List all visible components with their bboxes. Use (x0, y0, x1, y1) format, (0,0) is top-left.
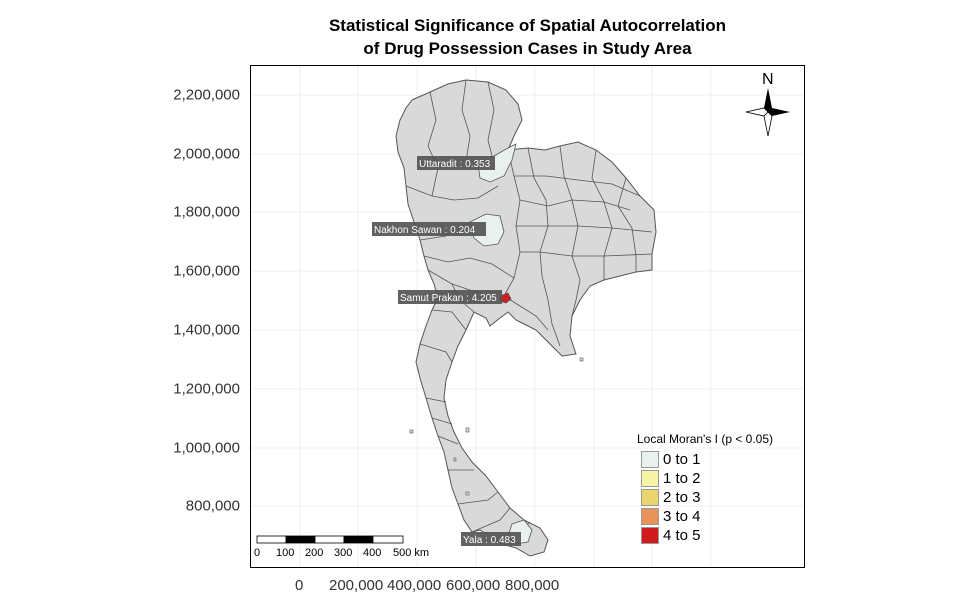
y-tick-label: 1,400,000 (173, 321, 240, 339)
map-title-line2: of Drug Possession Cases in Study Area (363, 39, 692, 58)
legend-label: 2 to 3 (663, 489, 701, 506)
scale-label: 100 (276, 547, 294, 559)
annotation-nakhon-sawan-text: Nakhon Sawan : 0.204 (374, 225, 476, 236)
annotation-samut-prakan-text: Samut Prakan : 4.205 (400, 293, 497, 304)
scale-label: 200 (305, 547, 323, 559)
annotation-uttaradit: Uttaradit : 0.353 (417, 156, 495, 170)
x-tick-label: 0 (295, 577, 304, 594)
map-title: Statistical Significance of Spatial Auto… (250, 14, 805, 60)
scale-label: 300 (334, 547, 352, 559)
y-tick-label: 1,800,000 (173, 203, 240, 221)
legend-swatch (641, 508, 659, 525)
legend-swatch (641, 451, 659, 468)
y-tick-label: 1,600,000 (173, 262, 240, 280)
x-tick-label: 800,000 (505, 577, 560, 594)
x-tick-label: 200,000 (329, 577, 384, 594)
annotation-nakhon-sawan: Nakhon Sawan : 0.204 (372, 222, 486, 236)
north-label: N (762, 71, 774, 88)
scale-label: 0 (254, 547, 260, 559)
north-arrow-icon: N (745, 71, 790, 137)
thailand-outline (395, 79, 657, 557)
legend-label: 1 to 2 (663, 470, 701, 487)
y-tick-label: 2,200,000 (173, 86, 240, 104)
annotation-uttaradit-text: Uttaradit : 0.353 (419, 159, 491, 170)
legend-label: 4 to 5 (663, 527, 701, 544)
scale-label: 400 (363, 547, 381, 559)
annotation-samut-prakan: Samut Prakan : 4.205 (398, 290, 502, 304)
legend-label: 0 to 1 (663, 451, 701, 468)
islands (409, 357, 584, 496)
province-boundaries (405, 79, 653, 545)
legend-swatch (641, 527, 659, 544)
scale-bar: 0 100 200 300 400 500 km (254, 535, 429, 559)
legend-label: 3 to 4 (663, 508, 701, 525)
legend-swatch (641, 470, 659, 487)
y-tick-label: 1,200,000 (173, 380, 240, 398)
x-tick-label: 400,000 (387, 577, 442, 594)
province-uttaradit (477, 143, 517, 183)
legend-title: Local Moran's I (p < 0.05) (637, 432, 774, 446)
x-tick-label: 600,000 (446, 577, 501, 594)
annotation-yala-text: Yala : 0.483 (463, 535, 516, 546)
map-title-line1: Statistical Significance of Spatial Auto… (328, 16, 727, 35)
y-tick-label: 2,000,000 (173, 145, 240, 163)
y-tick-label: 1,000,000 (173, 439, 240, 457)
y-tick-label: 800,000 (185, 497, 240, 515)
annotation-yala: Yala : 0.483 (461, 532, 521, 546)
scale-label: 500 km (393, 547, 429, 559)
legend-swatch (641, 489, 659, 506)
